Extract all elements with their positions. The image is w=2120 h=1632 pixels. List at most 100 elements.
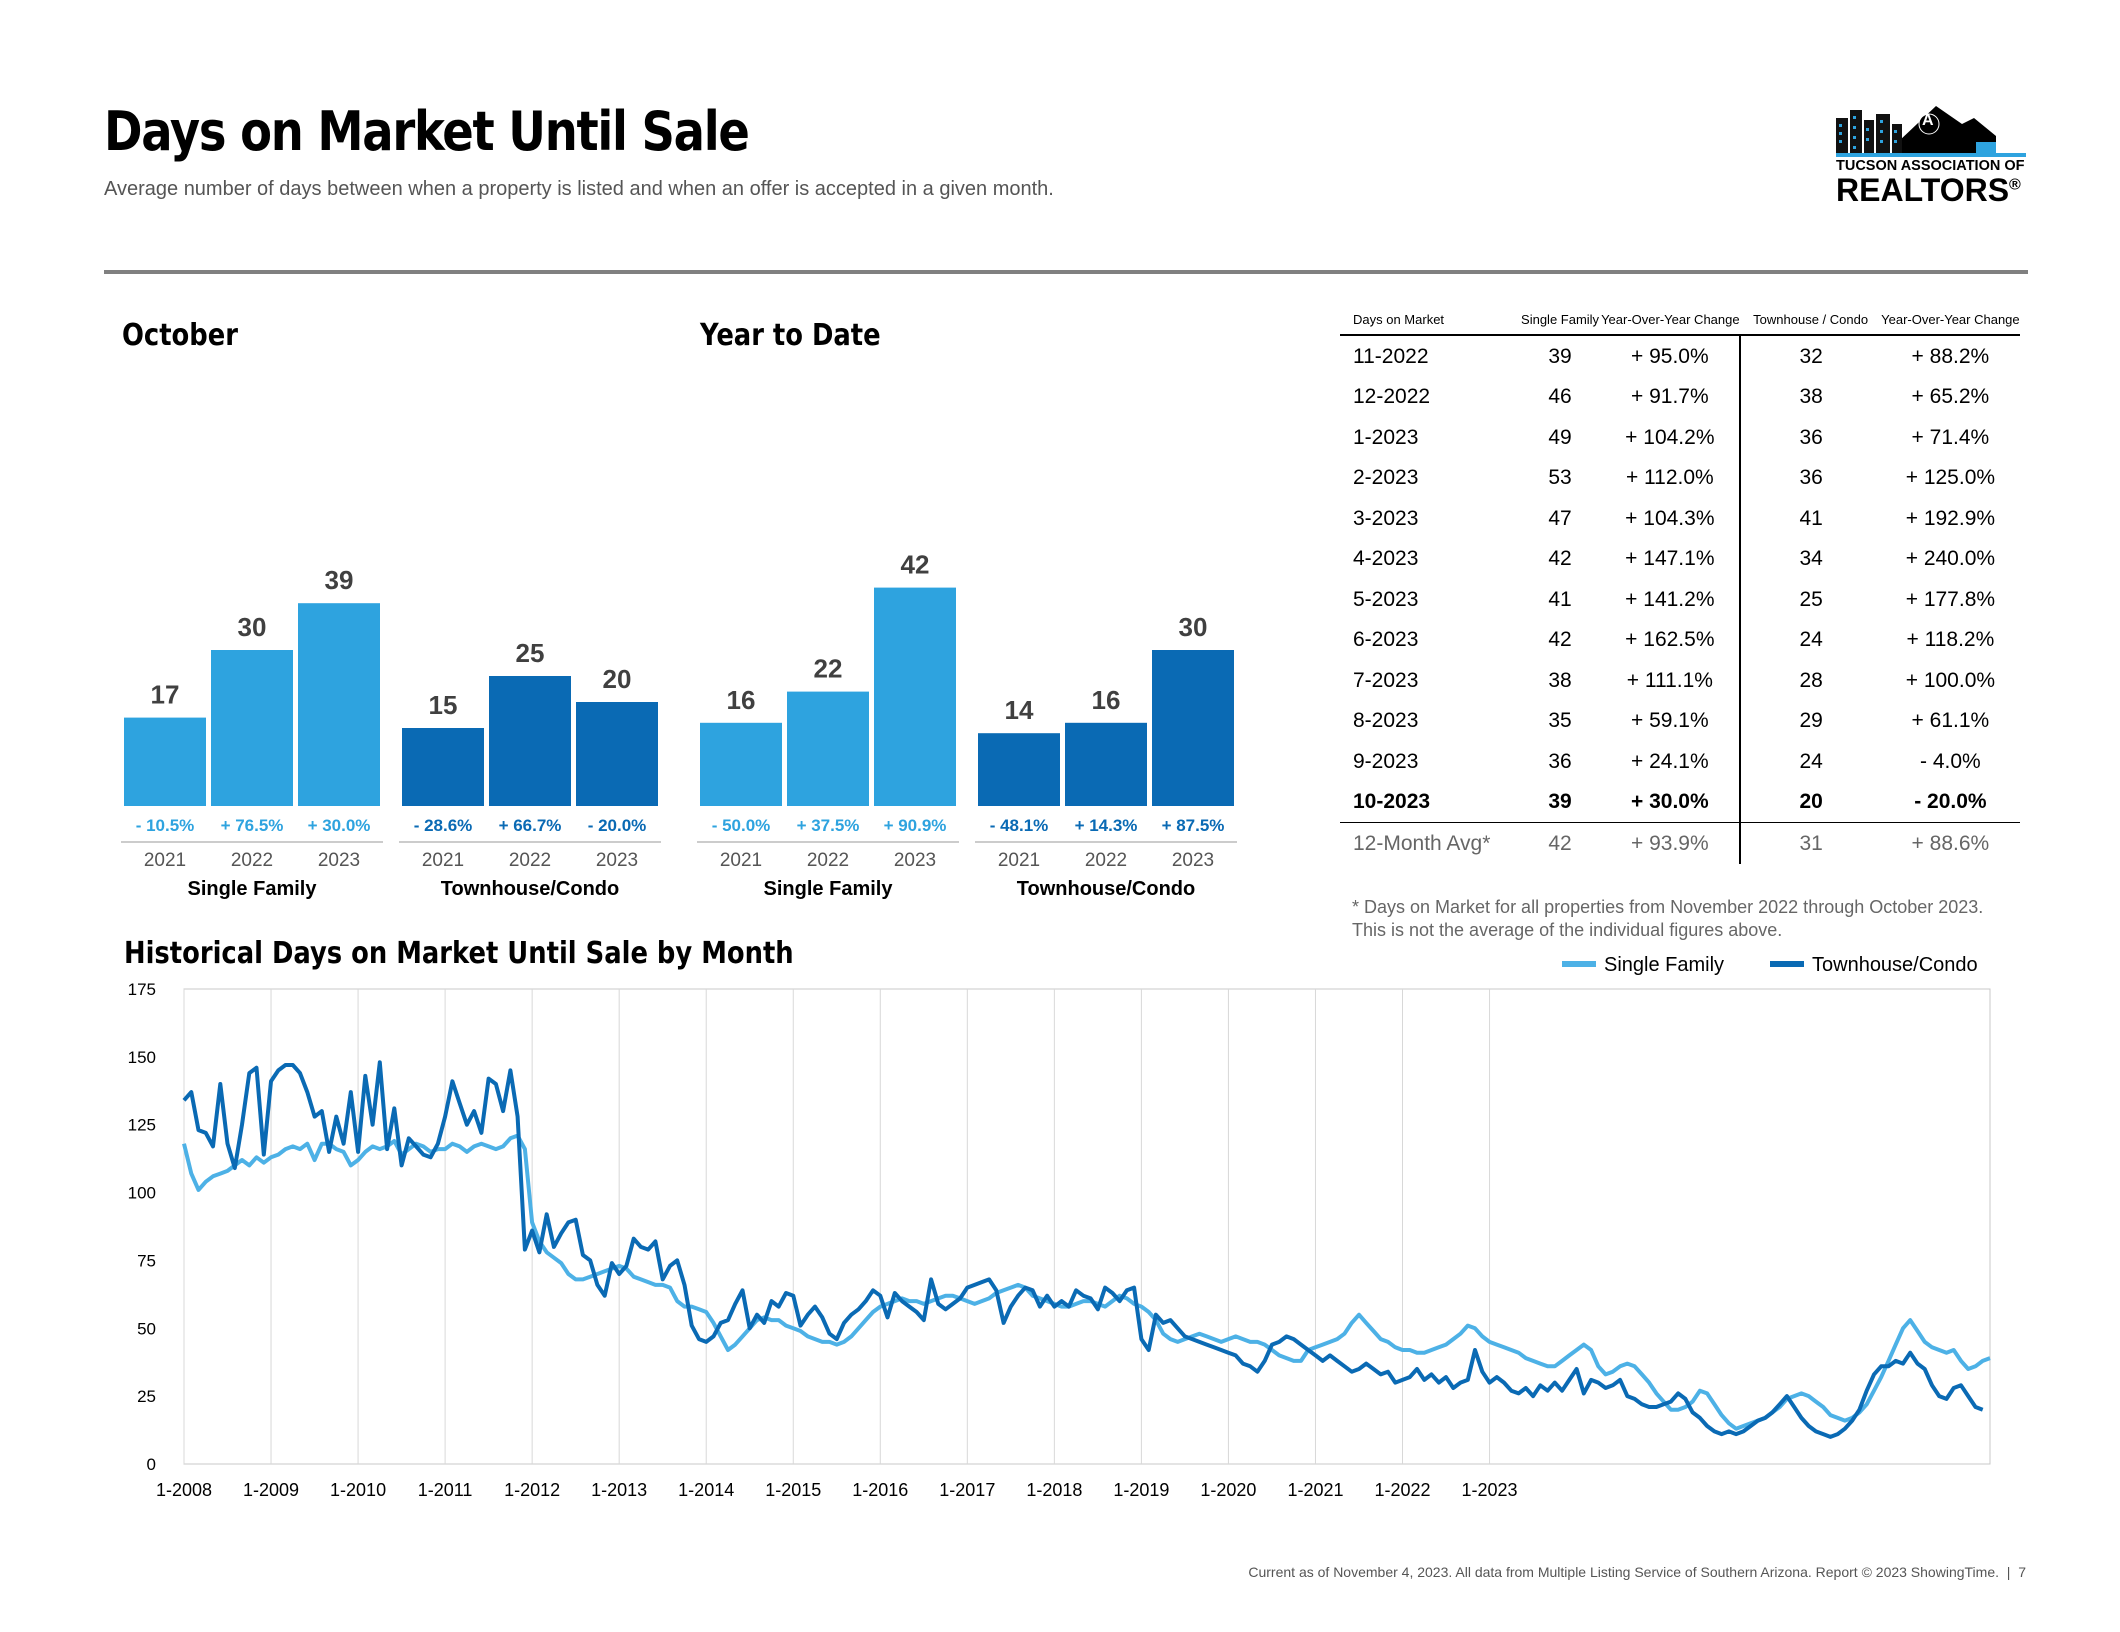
bar — [124, 717, 206, 806]
table-cell: 39 — [1548, 344, 1572, 368]
bar-change-label: + 76.5% — [221, 816, 284, 835]
table-cell: 32 — [1799, 344, 1823, 368]
table-cell: 42 — [1548, 628, 1572, 651]
table-cell: + 65.2% — [1911, 385, 1990, 408]
x-tick-label: 1-2010 — [330, 1480, 386, 1500]
table-cell: + 95.0% — [1600, 335, 1742, 377]
bar-change-label: - 28.6% — [414, 816, 473, 835]
table-cell: + 162.5% — [1600, 619, 1742, 661]
page-title: Days on Market Until Sale — [104, 100, 750, 163]
x-tick-label: 1-2013 — [591, 1480, 647, 1500]
y-tick-label: 75 — [137, 1251, 156, 1270]
group-label: Single Family — [764, 878, 894, 900]
table-header: Year-Over-Year Change — [1880, 308, 2020, 337]
table-row: 2-2023 53 + 112.0% 36 + 125.0% — [1340, 457, 2020, 499]
table-cell: 9-2023 — [1353, 749, 1419, 773]
table-cell: + 177.8% — [1905, 587, 1996, 611]
bar — [700, 722, 782, 806]
table-cell: 46 — [1548, 385, 1572, 408]
table-cell: 42 — [1548, 547, 1572, 570]
bar — [1152, 650, 1234, 806]
table-cell: + 240.0% — [1905, 547, 1996, 570]
bar-change-label: + 90.9% — [884, 816, 947, 835]
x-tick-label: 1-2019 — [1113, 1480, 1169, 1500]
x-tick-label: 1-2011 — [418, 1480, 473, 1500]
table-cell: 5-2023 — [1353, 587, 1419, 611]
table-cell: + 88.2% — [1911, 344, 1990, 368]
bar-year-label: 2022 — [231, 850, 273, 871]
bar-change-label: - 20.0% — [588, 816, 647, 835]
bar-value-label: 17 — [151, 680, 180, 710]
table-row: 12-2022 46 + 91.7% 38 + 65.2% — [1340, 376, 2020, 418]
group-label: Townhouse/Condo — [441, 878, 620, 900]
x-tick-label: 1-2018 — [1026, 1480, 1082, 1500]
bar-year-label: 2021 — [144, 850, 186, 871]
bar — [211, 650, 293, 806]
bar-year-label: 2023 — [1172, 850, 1214, 871]
bar-change-label: + 37.5% — [797, 816, 860, 835]
x-tick-label: 1-2008 — [156, 1480, 212, 1500]
table-cell: 38 — [1799, 385, 1823, 408]
bar — [576, 702, 658, 806]
historical-heading: Historical Days on Market Until Sale by … — [124, 936, 794, 971]
october-heading: October — [122, 318, 238, 353]
table-cell: 36 — [1548, 749, 1572, 773]
table-cell: + 100.0% — [1905, 668, 1996, 692]
table-row: 5-2023 41 + 141.2% 25 + 177.8% — [1340, 579, 2020, 620]
x-tick-label: 1-2012 — [504, 1480, 560, 1500]
table-footnote: * Days on Market for all properties from… — [1352, 897, 1984, 941]
x-tick-label: 1-2020 — [1200, 1480, 1256, 1500]
table-cell: - 4.0% — [1920, 749, 1981, 773]
bar-year-label: 2022 — [807, 850, 849, 871]
bar-change-label: + 14.3% — [1075, 816, 1138, 835]
bar — [489, 676, 571, 806]
series-line — [182, 1133, 1991, 1431]
table-cell: 35 — [1548, 709, 1572, 732]
table-cell: + 59.1% — [1600, 700, 1742, 742]
table-cell: 7-2023 — [1353, 668, 1419, 692]
table-cell: + 30.0% — [1600, 781, 1742, 824]
y-tick-label: 100 — [128, 1184, 156, 1203]
x-tick-label: 1-2009 — [243, 1480, 299, 1500]
table-cell: 53 — [1548, 466, 1572, 489]
historical-line-chart: 1-2008 1-2009 1-2010 1-2011 1-2012 1-2013 1-20… — [128, 954, 1991, 1500]
bar-value-label: 14 — [1005, 695, 1034, 725]
x-tick-label: 1-2016 — [852, 1480, 908, 1500]
table-row: 8-2023 35 + 59.1% 29 + 61.1% — [1340, 700, 2020, 742]
bar-year-label: 2023 — [894, 850, 936, 871]
table-cell: 11-2022 — [1353, 344, 1429, 368]
bar-change-label: - 48.1% — [990, 816, 1049, 835]
bar-year-label: 2023 — [318, 850, 360, 871]
table-cell: 3-2023 — [1353, 506, 1419, 530]
table-cell: 12-Month Avg* — [1353, 831, 1491, 855]
table-row: 10-2023 39 + 30.0% 20- 20.0% — [1340, 781, 2020, 824]
table-cell: 6-2023 — [1353, 628, 1419, 651]
table-cell: + 141.2% — [1600, 579, 1742, 620]
group-label: Single Family — [188, 878, 318, 900]
table-row: 6-2023 42 + 162.5% 24 + 118.2% — [1340, 619, 2020, 661]
table-row: 11-2022 39 + 95.0% 32 + 88.2% — [1340, 335, 2020, 377]
table-cell: + 71.4% — [1911, 425, 1990, 449]
legend-label: Single Family — [1604, 954, 1724, 976]
x-tick-label: 1-2015 — [765, 1480, 821, 1500]
table-cell: + 88.6% — [1911, 831, 1990, 855]
logo-line2: REALTORS® — [1836, 172, 2021, 208]
table-row: 7-2023 38 + 111.1% 28 + 100.0% — [1340, 660, 2020, 701]
table-cell: 36 — [1799, 466, 1823, 489]
table-cell: + 93.9% — [1600, 822, 1742, 864]
table-header: Townhouse / Condo — [1740, 308, 1881, 337]
y-tick-label: 150 — [128, 1048, 156, 1067]
bar-change-label: + 30.0% — [308, 816, 371, 835]
table-cell: 42 — [1548, 831, 1572, 855]
bar-year-label: 2021 — [720, 850, 762, 871]
table-cell: 41 — [1548, 587, 1572, 611]
bar — [787, 691, 869, 806]
bar-value-label: 22 — [814, 654, 843, 684]
table-cell: 1-2023 — [1353, 425, 1419, 449]
table-cell: 20 — [1740, 781, 1881, 824]
x-tick-label: 1-2023 — [1462, 1480, 1518, 1500]
table-cell: 38 — [1548, 668, 1572, 692]
table-cell: 2-2023 — [1353, 466, 1419, 489]
table-cell: 31 — [1799, 831, 1823, 855]
table-cell: - 20.0% — [1880, 781, 2020, 824]
